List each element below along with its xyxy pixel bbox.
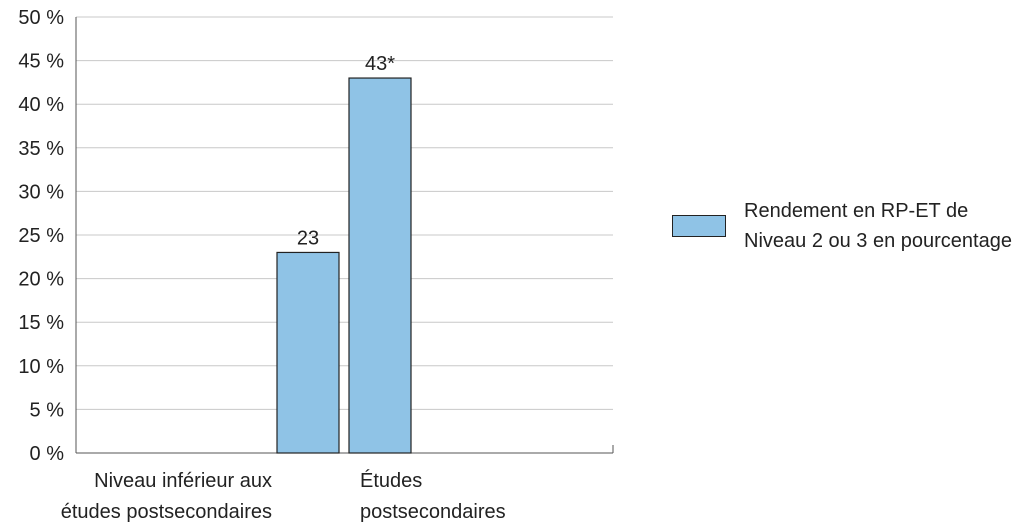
legend-label-line2: Niveau 2 ou 3 en pourcentage — [744, 230, 1012, 252]
labels: 0 % 5 % 10 % 15 % 20 % 25 % 30 % 35 % 40 % 45 % 50… — [18, 7, 505, 523]
bar — [276, 251, 340, 454]
legend-label: Rendement en RP-ET de Niveau 2 ou 3 en p… — [744, 196, 1034, 256]
bar — [348, 77, 412, 454]
y-tick-label: 30 % — [18, 181, 64, 203]
legend: Rendement en RP-ET de Niveau 2 ou 3 en p… — [672, 196, 1034, 256]
y-tick-label: 10 % — [18, 356, 64, 378]
axes — [75, 17, 614, 454]
y-tick-label: 45 % — [18, 51, 64, 73]
legend-swatch — [672, 215, 726, 237]
y-tick-label: 35 % — [18, 138, 64, 160]
y-tick-label: 20 % — [18, 269, 64, 291]
y-tick-label: 15 % — [18, 312, 64, 334]
y-tick-label: 40 % — [18, 94, 64, 116]
data-label: 43* — [365, 53, 395, 75]
data-label: 23 — [297, 227, 319, 249]
y-tick-label: 5 % — [30, 399, 65, 421]
category-label: études postsecondaires — [61, 501, 272, 523]
bars — [276, 77, 412, 454]
category-label: Niveau inférieur aux — [94, 470, 272, 492]
y-tick-label: 0 % — [30, 443, 65, 465]
legend-label-line1: Rendement en RP-ET de — [744, 200, 969, 222]
y-tick-label: 50 % — [18, 7, 64, 29]
category-label: Études — [360, 469, 422, 492]
y-tick-label: 25 % — [18, 225, 64, 247]
category-label: postsecondaires — [360, 501, 506, 523]
grid-lines — [76, 16, 613, 410]
